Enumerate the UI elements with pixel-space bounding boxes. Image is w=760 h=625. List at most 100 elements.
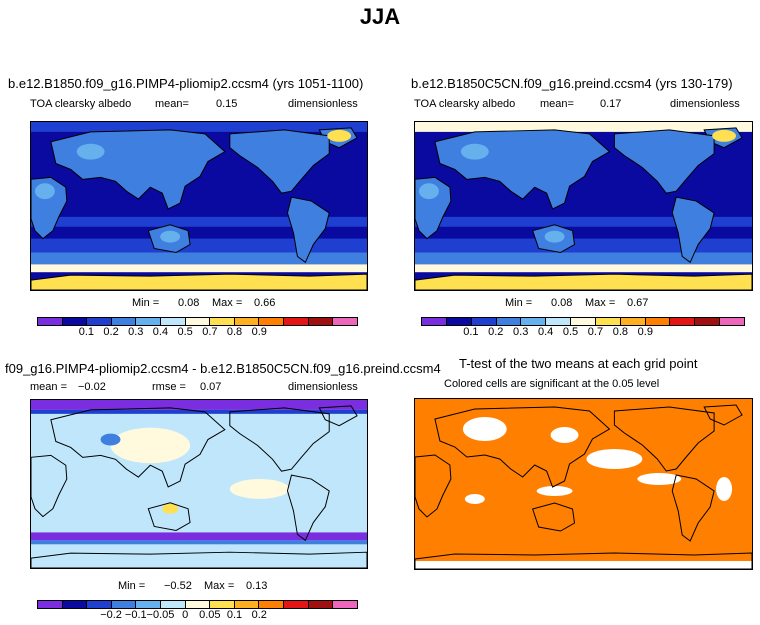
southern-ocean-band xyxy=(31,238,367,253)
colorbar-tick-label: 0.4 xyxy=(537,326,554,338)
panel1-colorbar xyxy=(37,317,358,326)
colorbar-swatch xyxy=(210,601,235,608)
colorbar-swatch xyxy=(308,601,334,608)
colorbar-tick-label: −0.1 xyxy=(124,609,147,621)
positive-anomaly-patch xyxy=(110,427,191,464)
colorbar-swatch xyxy=(259,318,285,325)
colorbar-swatch xyxy=(645,318,671,325)
map-canvas xyxy=(415,122,752,290)
panel2-title: b.e12.B1850C5CN.f09_g16.preind.ccsm4 (yr… xyxy=(411,76,733,91)
greenland-ice xyxy=(712,129,737,142)
arctic-band xyxy=(31,122,367,132)
map-canvas xyxy=(415,399,752,569)
colorbar-swatch xyxy=(284,601,309,608)
page-title: JJA xyxy=(359,4,401,29)
colorbar-swatch xyxy=(446,318,472,325)
panel2-variable: TOA clearsky albedo xyxy=(414,98,516,110)
continent-outline xyxy=(671,474,715,542)
panel4-subtitle: Colored cells are significant at the 0.0… xyxy=(444,378,660,390)
continent-outline xyxy=(415,552,752,569)
insignificant-patch xyxy=(586,449,643,469)
colorbar-swatch xyxy=(161,601,186,608)
panel2-colorbar xyxy=(421,317,745,326)
colorbar-swatch xyxy=(38,601,63,608)
colorbar-tick-label: 0.2 xyxy=(251,609,267,621)
panel3-mean-value: −0.02 xyxy=(78,381,106,393)
colorbar-swatch xyxy=(111,318,137,325)
colorbar-swatch xyxy=(185,601,211,608)
arctic-band xyxy=(415,122,752,132)
map-canvas xyxy=(31,122,367,290)
panel2-mean-value: 0.17 xyxy=(600,98,622,110)
colorbar-swatch xyxy=(136,318,162,325)
colorbar-tick-label: 0.4 xyxy=(152,326,169,338)
colorbar-swatch xyxy=(136,601,162,608)
continent-outline xyxy=(31,273,367,290)
southern-ocean-band xyxy=(415,238,752,253)
panel1-mean-value: 0.15 xyxy=(216,98,238,110)
tropical-band xyxy=(415,216,752,227)
continent-outline xyxy=(318,405,358,427)
panel1-mean-label: mean= xyxy=(155,98,189,110)
panel1-min-value: 0.08 xyxy=(178,297,200,309)
panel4-map xyxy=(414,398,753,570)
panel3-units: dimensionless xyxy=(288,381,358,393)
insignificant-patch xyxy=(462,417,507,441)
colorbar-tick-label: 0.3 xyxy=(513,326,529,338)
colorbar-tick-label: −0.2 xyxy=(100,609,122,621)
colorbar-swatch xyxy=(308,318,334,325)
colorbar-tick-label: 0.3 xyxy=(128,326,144,338)
continent-outline xyxy=(415,273,752,290)
colorbar-swatch xyxy=(546,318,572,325)
continent-outline xyxy=(147,502,191,531)
sea-ice-band xyxy=(31,264,367,273)
panel4-title: T-test of the two means at each grid poi… xyxy=(459,356,698,371)
colorbar-tick-label: 0.1 xyxy=(463,326,479,338)
desert-patch xyxy=(460,143,489,160)
insignificant-patch xyxy=(464,494,485,504)
colorbar-tick-label: 0.7 xyxy=(202,326,218,338)
colorbar-tick-label: 0.2 xyxy=(103,326,119,338)
map-canvas xyxy=(31,400,367,568)
colorbar-swatch xyxy=(87,318,112,325)
tropical-band xyxy=(31,216,367,227)
southern-ocean-band xyxy=(415,252,752,265)
panel1-max-value: 0.66 xyxy=(254,297,276,309)
sea-ice-band xyxy=(415,264,752,273)
colorbar-swatch xyxy=(161,318,186,325)
continent-outline xyxy=(532,502,576,532)
panel2-max-label: Max = xyxy=(585,297,616,309)
desert-patch xyxy=(160,230,181,243)
colorbar-tick-label: 0.8 xyxy=(612,326,629,338)
insignificant-patch xyxy=(550,427,579,443)
colorbar-tick-label: 0.2 xyxy=(488,326,504,338)
panel1-variable: TOA clearsky albedo xyxy=(30,98,132,110)
continent-outline xyxy=(286,474,330,542)
colorbar-tick-label: 0.1 xyxy=(226,609,243,621)
colorbar-swatch xyxy=(720,318,744,325)
continent-outline xyxy=(50,407,226,488)
panel1-title: b.e12.B1850.f09_g16.PIMP4-pliomip2.ccsm4… xyxy=(8,76,364,91)
colorbar-tick-label: 0.9 xyxy=(637,326,653,338)
antarctic-negative-band xyxy=(31,532,367,541)
panel3-min-label: Min = xyxy=(118,580,146,592)
panel3-rmse-value: 0.07 xyxy=(200,381,222,393)
panel3-mean-label: mean = xyxy=(30,381,67,393)
panel3-max-value: 0.13 xyxy=(246,580,268,592)
panel1-units: dimensionless xyxy=(288,98,358,110)
colorbar-swatch xyxy=(333,601,357,608)
colorbar-swatch xyxy=(234,601,260,608)
desert-patch xyxy=(544,230,565,243)
desert-patch xyxy=(76,143,105,160)
panel3-min-value: −0.52 xyxy=(164,580,192,592)
colorbar-swatch xyxy=(670,318,696,325)
colorbar-swatch xyxy=(422,318,447,325)
desert-patch xyxy=(418,183,439,200)
colorbar-swatch xyxy=(185,318,211,325)
colorbar-swatch xyxy=(87,601,112,608)
colorbar-tick-label: 0.7 xyxy=(587,326,604,338)
colorbar-swatch xyxy=(111,601,137,608)
colorbar-swatch xyxy=(571,318,596,325)
continent-outline xyxy=(31,551,367,568)
insignificant-patch xyxy=(536,486,573,496)
